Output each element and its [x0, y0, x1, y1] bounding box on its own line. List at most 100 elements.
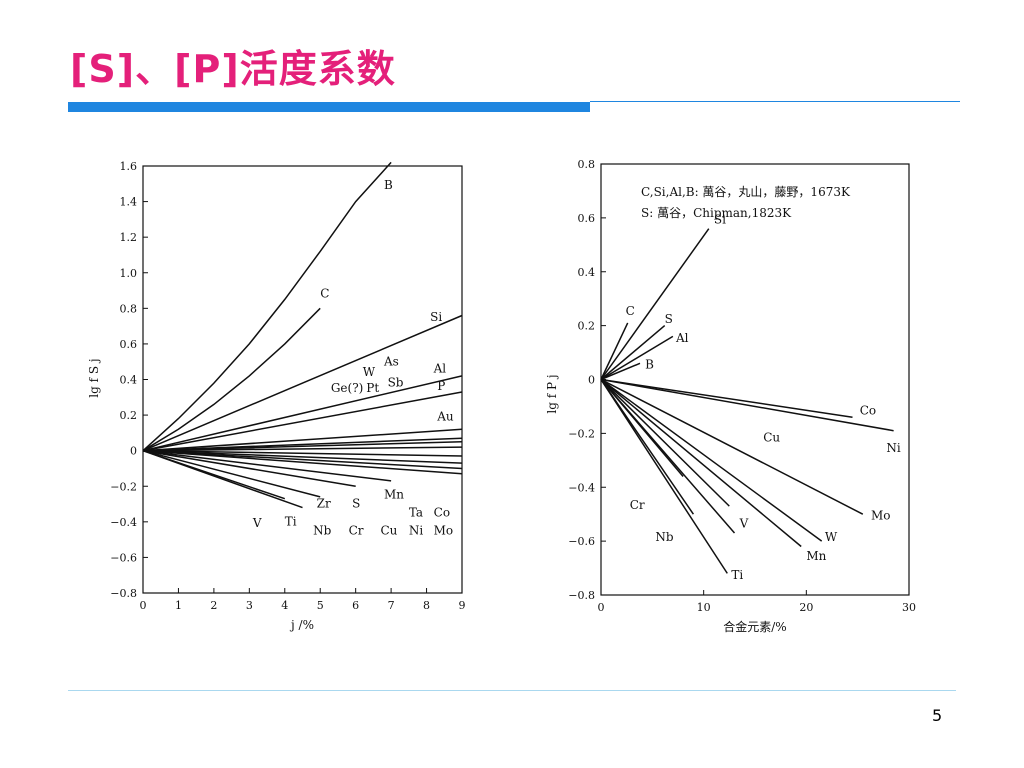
- series-label: B: [384, 178, 393, 192]
- y-tick-label: 1.6: [120, 160, 138, 173]
- series-line-s: [600, 325, 666, 381]
- series-label: Ti: [731, 568, 743, 582]
- title-accent-bar: [68, 102, 590, 112]
- series-line-p: [142, 391, 463, 452]
- x-tick-label: 9: [459, 599, 466, 612]
- series-label: Mn: [806, 549, 826, 563]
- y-tick-label: 0.8: [578, 158, 596, 171]
- series-line: [142, 449, 463, 457]
- footer-rule: [68, 690, 956, 691]
- series-line-s: [142, 449, 356, 488]
- series-label: Cu: [763, 430, 780, 444]
- series-label: C: [626, 304, 635, 318]
- series-line: [142, 449, 463, 470]
- slide-title: [S]、[P]活度系数: [70, 47, 396, 91]
- x-tick-label: 4: [281, 599, 288, 612]
- y-tick-label: −0.6: [110, 551, 137, 564]
- series-label: Nb: [655, 530, 674, 544]
- series-label: Ge(?): [331, 381, 363, 395]
- series-line-b: [600, 362, 641, 381]
- x-tick-label: 3: [246, 599, 253, 612]
- x-tick-label: 5: [317, 599, 324, 612]
- y-tick-label: 0: [130, 445, 137, 458]
- series-label: W: [825, 530, 838, 544]
- series-label: Sb: [388, 376, 404, 390]
- series-line-al: [600, 335, 674, 381]
- series-label: Mo: [871, 509, 891, 523]
- y-tick-label: 0.6: [120, 338, 138, 351]
- series-line-nb: [600, 379, 695, 515]
- series-label: B: [645, 358, 654, 372]
- series-label: Ni: [886, 441, 901, 455]
- series-line-w: [600, 378, 823, 542]
- series-label: S: [665, 312, 673, 326]
- y-tick-label: −0.4: [110, 516, 137, 529]
- annotation-text: C,Si,Al,B: 萬谷，丸山，藤野，1673K: [641, 185, 851, 199]
- series-line: [142, 441, 463, 452]
- y-tick-label: −0.8: [110, 587, 137, 600]
- series-line-co: [142, 449, 463, 464]
- title-rule: [590, 101, 960, 102]
- y-tick-label: 0.4: [578, 266, 596, 279]
- series-label: Ta: [409, 505, 423, 519]
- y-tick-label: −0.8: [568, 589, 595, 602]
- y-tick-label: 1.2: [120, 231, 138, 244]
- x-tick-label: 2: [210, 599, 217, 612]
- series-label: Co: [434, 505, 450, 519]
- series-line: [142, 446, 463, 452]
- series-label: Cr: [630, 498, 645, 512]
- series-label: Zr: [317, 497, 331, 511]
- series-line-zr: [142, 449, 321, 498]
- x-tick-label: 10: [697, 601, 711, 614]
- series-label: Ti: [285, 514, 297, 528]
- series-line-mn: [142, 449, 392, 482]
- series-label: Cr: [349, 523, 364, 537]
- series-label: Si: [714, 212, 726, 226]
- series-line-si: [600, 228, 710, 380]
- y-tick-label: −0.2: [568, 427, 595, 440]
- y-tick-label: 0.4: [120, 374, 138, 387]
- series-line-au: [142, 428, 463, 452]
- page-number: 5: [932, 706, 943, 725]
- x-tick-label: 0: [598, 601, 605, 614]
- series-line-mo: [142, 449, 463, 475]
- y-tick-label: 0.2: [578, 320, 596, 333]
- x-axis-label: 合金元素/%: [723, 619, 786, 634]
- series-line-ti: [600, 379, 728, 574]
- x-tick-label: 30: [902, 601, 916, 614]
- series-label: P: [437, 379, 445, 393]
- y-tick-label: 0.2: [120, 409, 138, 422]
- y-tick-label: −0.6: [568, 535, 595, 548]
- series-label: Ni: [409, 523, 424, 537]
- series-label: Al: [675, 331, 689, 345]
- x-tick-label: 0: [140, 599, 147, 612]
- series-label: V: [739, 517, 749, 531]
- y-tick-label: −0.2: [110, 480, 137, 493]
- y-tick-label: −0.4: [568, 481, 595, 494]
- y-tick-label: 1.0: [120, 267, 138, 280]
- series-label: C: [320, 287, 329, 301]
- y-tick-label: 0: [588, 374, 595, 387]
- series-line-al: [142, 375, 463, 452]
- series-label: Co: [860, 404, 876, 418]
- plot-frame: [600, 163, 910, 596]
- series-line-v: [142, 449, 286, 500]
- series-label: Au: [436, 409, 454, 423]
- y-axis-label: lg f S j: [87, 358, 101, 397]
- series-label: Al: [433, 361, 447, 375]
- series-line-si: [142, 314, 463, 452]
- series-line-b: [142, 161, 392, 452]
- y-axis-label: lg f P j: [545, 374, 559, 413]
- series-label: As: [383, 354, 399, 368]
- series-label: W: [363, 365, 376, 379]
- annotation-text: S: 萬谷，Chipman,1823K: [641, 206, 792, 220]
- chart-s-activity: −0.8 −0.6 −0.4 −0.2 0 0.2 0.4 0.6 0.8 1.0 1.2 1.4 1.…: [87, 160, 466, 632]
- series-label: Mo: [434, 523, 454, 537]
- y-tick-label: 0.8: [120, 302, 138, 315]
- series-label: Pt: [366, 381, 379, 395]
- series-line-mn: [600, 378, 802, 548]
- x-tick-label: 8: [423, 599, 430, 612]
- series-line-c: [600, 322, 629, 380]
- series-line-cr: [600, 379, 684, 477]
- series-label: Nb: [313, 523, 332, 537]
